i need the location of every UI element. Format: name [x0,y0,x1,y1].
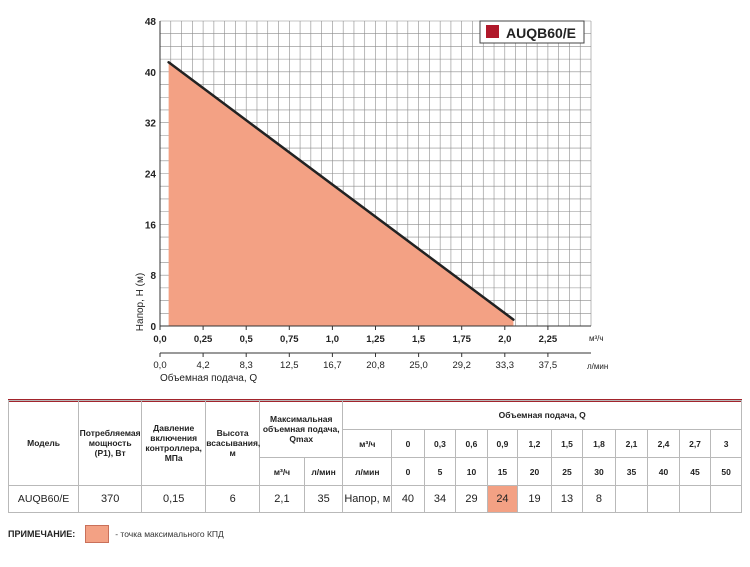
y-tick-label: 32 [145,119,157,130]
x-tick-label-lmin: 29,2 [452,360,471,371]
x-tick-label-m3h: 2,0 [498,334,511,345]
note-text: - точка максимального КПД [115,529,224,539]
x-tick-label-m3h: 1,5 [412,334,426,345]
header-power: Потребляемая мощность (Р1), Вт [78,400,143,486]
row-label-lmin: л/мин [342,457,393,486]
head-cell [647,485,680,513]
chart-legend: AUQB60/E [479,20,585,44]
flow-lmin-cell: 15 [486,457,519,486]
cell-power: 370 [78,485,143,513]
x-tick-label-lmin: 37,5 [539,360,558,371]
y-tick-label: 16 [145,220,157,231]
flow-m3h-cell: 2,1 [614,429,649,458]
flow-lmin-cell: 5 [423,457,457,486]
x-tick-label-m3h: 0,25 [194,334,213,345]
cell-pressure: 0,15 [141,485,207,513]
x-axis-label: Объемная подача, Q [160,372,257,384]
flow-m3h-cell: 3 [710,429,742,458]
flow-lmin-cell: 25 [550,457,584,486]
x-tick-label-lmin: 25,0 [409,360,428,371]
table-row: AUQB60/E 370 0,15 6 2,1 35 Напор, м 40 34… [7,485,742,513]
legend-label: AUQB60/E [506,25,576,41]
row-label-m3h: м³/ч [342,429,393,458]
head-cell: 8 [582,485,616,513]
flow-m3h-cell: 0,9 [486,429,519,458]
x-tick-label-lmin: 4,2 [196,360,209,371]
flow-m3h-cell: 0,3 [423,429,457,458]
legend-swatch [486,25,499,38]
cell-qmax-m3h: 2,1 [259,485,305,513]
header-qmax-lmin: л/мин [303,457,344,486]
flow-lmin-cell: 20 [517,457,552,486]
x-tick-label-m3h: 1,0 [326,334,339,345]
x-unit-m3h: м³/ч [589,334,604,343]
x-axis-ticks-m3h: 0,0 0,25 0,5 0,75 1,0 1,25 1,5 1,75 2,0 2,25 [153,326,558,345]
x-tick-label-m3h: 2,25 [539,334,558,345]
x-axis-ticks-lmin: 0,0 4,2 8,3 12,5 16,7 20,8 25,0 29,2 33,3 37,5 [153,353,557,371]
flow-lmin-cell: 10 [455,457,488,486]
head-cell: 34 [423,485,457,513]
x-tick-label-lmin: 0,0 [153,360,166,371]
header-suction: Высота всасывания, м [205,400,260,486]
head-cell: 13 [550,485,584,513]
head-curve-line [167,61,515,321]
x-tick-label-lmin: 12,5 [280,360,299,371]
head-cell [710,485,742,513]
cell-model: AUQB60/E [7,485,80,513]
operating-area-fill [168,62,514,326]
x-tick-label-m3h: 0,75 [280,334,299,345]
flow-m3h-cell: 1,8 [582,429,616,458]
head-cell: 40 [391,485,425,513]
x-tick-label-m3h: 1,75 [452,334,471,345]
header-pressure: Давление включения контроллера, МПа [141,400,207,486]
head-cell [678,485,712,513]
cell-qmax-lmin: 35 [303,485,344,513]
y-tick-label: 40 [145,68,157,79]
x-tick-label-m3h: 1,25 [366,334,385,345]
flow-m3h-cell: 2,7 [678,429,712,458]
x-tick-label-m3h: 0,0 [153,334,166,345]
y-tick-label: 0 [150,322,156,333]
note-label: ПРИМЕЧАНИЕ: [8,529,76,539]
x-tick-label-lmin: 8,3 [240,360,253,371]
flow-m3h-cell: 0 [391,429,425,458]
head-cell: 19 [517,485,552,513]
flow-lmin-cell: 45 [678,457,712,486]
x-tick-label-lmin: 16,7 [323,360,342,371]
pump-curve-chart: 0 8 16 24 32 40 48 Напор, Н (м) 0,0 0,25 0,5 0,75… [135,17,608,384]
header-model: Модель [7,400,80,486]
x-unit-lmin: л/мин [587,362,608,371]
flow-m3h-cell: 2,4 [647,429,680,458]
cell-head-label: Напор, м [342,485,393,513]
cell-suction: 6 [205,485,261,513]
x-tick-label-lmin: 33,3 [496,360,515,371]
flow-m3h-cell: 1,5 [550,429,584,458]
x-tick-label-lmin: 20,8 [366,360,385,371]
y-tick-label: 48 [145,17,157,28]
y-tick-label: 24 [145,170,157,181]
flow-lmin-cell: 50 [710,457,742,486]
head-cell [614,485,649,513]
y-axis-label: Напор, Н (м) [135,273,146,331]
header-flow: Объемная подача, Q [342,400,742,430]
flow-m3h-cell: 1,2 [517,429,552,458]
flow-m3h-cell: 0,6 [455,429,488,458]
y-tick-label: 8 [150,271,156,282]
x-tick-label-m3h: 0,5 [240,334,254,345]
flow-lmin-cell: 0 [391,457,425,486]
flow-lmin-cell: 30 [582,457,616,486]
specs-table: Модель Потребляемая мощность (Р1), Вт Да… [7,400,742,513]
header-qmax: Максимальная объемная подача, Qmax [259,400,344,458]
flow-lmin-cell: 35 [614,457,649,486]
header-qmax-m3h: м³/ч [259,457,305,486]
head-cell: 29 [455,485,488,513]
head-cell: 24 [486,485,519,513]
note: ПРИМЕЧАНИЕ: - точка максимального КПД [8,525,224,543]
flow-lmin-cell: 40 [647,457,680,486]
note-swatch [85,525,110,543]
y-axis-ticks: 0 8 16 24 32 40 48 [145,17,157,333]
